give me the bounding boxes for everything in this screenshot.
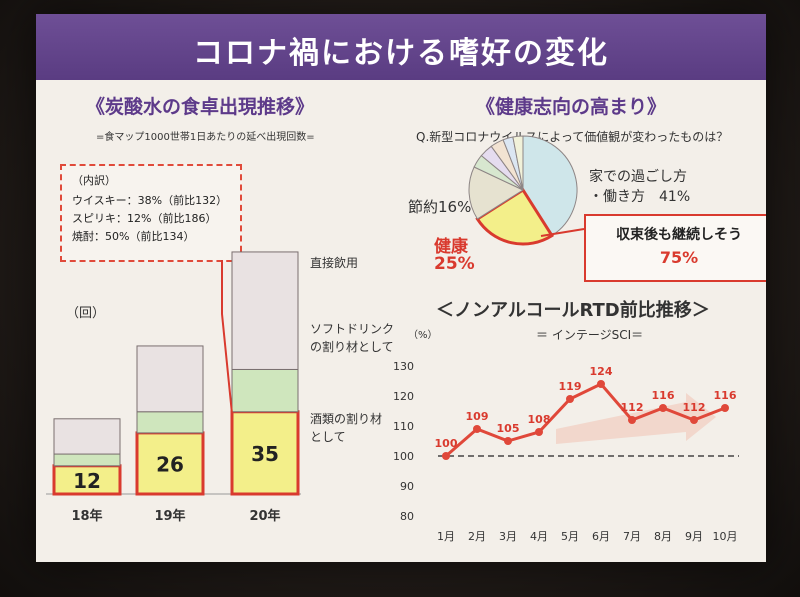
- point-value-label: 108: [528, 413, 551, 426]
- point-value-label: 109: [466, 410, 489, 423]
- point-value-label: 124: [590, 365, 613, 378]
- x-tick-label: 2月: [468, 530, 486, 543]
- x-tick-label: 10月: [713, 530, 738, 543]
- point-value-label: 116: [714, 389, 737, 402]
- y-tick-label: 120: [393, 390, 414, 403]
- bar-segment: [231, 251, 299, 370]
- y-tick-label: 80: [400, 510, 414, 523]
- left-note: =食マップ1000世帯1日あたりの延べ出現回数=: [96, 132, 315, 143]
- x-tick-label: 8月: [654, 530, 672, 543]
- bar-value-label: 26: [156, 452, 184, 476]
- bar-value-label: 12: [73, 469, 101, 493]
- line-series: [445, 382, 726, 458]
- callout-text: 収束後も継続しそう: [616, 227, 742, 243]
- line-point: [504, 437, 512, 445]
- pie-chart: [468, 135, 585, 246]
- x-tick-label: 9月: [685, 530, 703, 543]
- bar-category-label: 19年: [154, 508, 185, 524]
- stacked-bar-chart: 12 18年 26 19年 35 20年: [46, 251, 301, 524]
- bar-category-label: 18年: [71, 508, 102, 524]
- bar-segment: [53, 418, 121, 455]
- x-tick-label: 1月: [437, 530, 455, 543]
- point-value-label: 112: [683, 401, 706, 414]
- callout-percent: 75%: [659, 248, 699, 267]
- pie-label-health-pct: 25%: [434, 254, 475, 274]
- x-tick-label: 5月: [561, 530, 579, 543]
- point-value-label: 112: [621, 401, 644, 414]
- line-point: [659, 404, 667, 412]
- point-value-label: 116: [652, 389, 675, 402]
- continuation-callout: 収束後も継続しそう 75%: [584, 214, 766, 282]
- x-tick-label: 4月: [530, 530, 548, 543]
- line-point: [473, 425, 481, 433]
- breakdown-box: （内訳） ウイスキー：38%（前比132） スピリキ：12%（前比186） 焼酎…: [60, 164, 242, 262]
- point-value-label: 119: [559, 380, 582, 393]
- y-tick-label: 90: [400, 480, 414, 493]
- line-point: [442, 452, 450, 460]
- breakdown-line-1: ウイスキー：38%（前比132）: [72, 194, 228, 207]
- bar-category-label: 20年: [249, 508, 280, 524]
- bar-segment: [52, 464, 122, 496]
- pie-label-health: 健康: [434, 237, 468, 257]
- bar-segment: [136, 345, 204, 413]
- line-point: [597, 380, 605, 388]
- line-subtitle: ＝ インテージSCI＝: [536, 328, 644, 342]
- line-unit: （%）: [408, 330, 438, 341]
- line-point: [628, 416, 636, 424]
- question-text: Q.新型コロナウイルスによって価値観が変わったものは？: [416, 130, 729, 144]
- x-tick-label: 7月: [623, 530, 641, 543]
- slide-title: コロナ禍における嗜好の変化: [193, 36, 609, 71]
- y-tick-label: 100: [393, 450, 414, 463]
- bar-segment: [135, 431, 205, 496]
- line-chart: 80 90 100 110 120 130 100 109 105 108 119 124 112 116…: [393, 360, 739, 543]
- x-tick-label: 3月: [499, 530, 517, 543]
- point-value-label: 105: [497, 422, 520, 435]
- point-value-label: 100: [435, 437, 458, 450]
- bar-value-label: 35: [251, 442, 279, 466]
- callout-connector: [540, 228, 585, 237]
- pie-slice: [468, 166, 525, 220]
- presentation-slide: コロナ禍における嗜好の変化 《炭酸水の食卓出現推移》 =食マップ1000世帯1日…: [36, 14, 766, 562]
- legend-soft: ソフトドリンクの割り材として: [310, 322, 395, 354]
- line-point: [690, 416, 698, 424]
- pie-label-home: 家での過ごし方: [589, 169, 687, 185]
- pie-label-home-2: ・働き方 41%: [589, 189, 691, 205]
- line-point: [721, 404, 729, 412]
- line-heading: ＜ノンアルコールRTD前比推移＞: [436, 300, 710, 321]
- pie-label-saving: 節約16%: [408, 198, 472, 216]
- breakdown-line-2: スピリキ：12%（前比186）: [72, 212, 217, 225]
- breakdown-heading: （内訳）: [72, 174, 116, 187]
- right-heading: 《健康志向の高まり》: [476, 96, 667, 118]
- bar-segment: [230, 410, 300, 496]
- pie-slice: [475, 187, 555, 246]
- pie-slice: [512, 135, 524, 191]
- legend-direct: 直接飲用: [310, 256, 359, 270]
- line-point: [535, 428, 543, 436]
- breakdown-line-3: 焼酎：50%（前比134）: [72, 230, 195, 243]
- title-bar: コロナ禍における嗜好の変化: [36, 14, 766, 80]
- legend-alcohol: 酒類の割り材として: [310, 412, 383, 444]
- left-heading: 《炭酸水の食卓出現推移》: [86, 96, 315, 118]
- y-tick-label: 130: [393, 360, 414, 373]
- line-point: [566, 395, 574, 403]
- y-tick-label: 110: [393, 420, 414, 433]
- x-tick-label: 6月: [592, 530, 610, 543]
- breakdown-connector: [221, 260, 233, 414]
- unit-label: （回）: [66, 306, 106, 321]
